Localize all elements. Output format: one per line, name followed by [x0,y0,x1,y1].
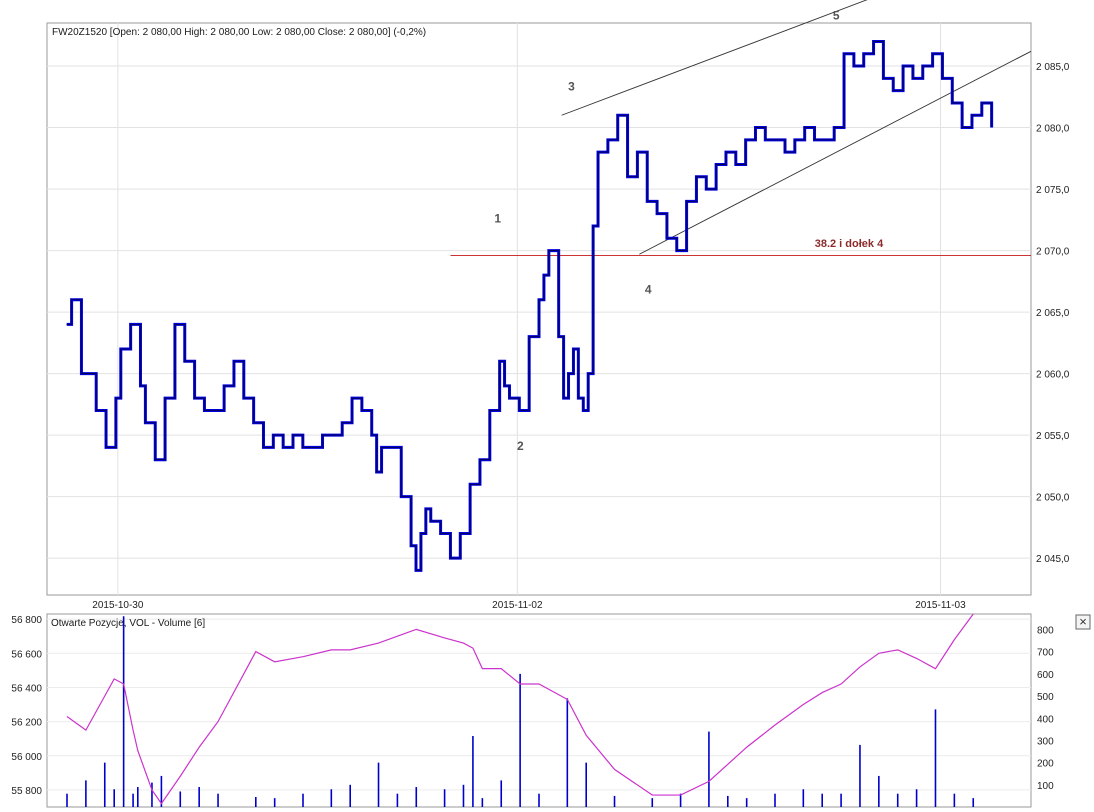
price-y-tick: 2 055,0 [1036,431,1070,442]
price-guides [450,0,1032,256]
volume-axis-tick: 600 [1037,670,1054,681]
oi-axis-tick: 56 400 [11,683,42,694]
volume-ticks: 55 800 56 000 56 200 56 400 56 600 56 800 100 2… [11,615,1054,797]
volume-axis-tick: 400 [1037,714,1054,725]
price-x-tick: 2015-11-03 [915,600,966,611]
close-icon: × [1079,614,1087,629]
price-y-tick: 2 060,0 [1036,370,1070,381]
trend-line [639,50,1032,255]
oi-axis-tick: 55 800 [11,786,42,797]
volume-axis-tick: 100 [1037,781,1054,792]
trend-line [561,0,868,116]
oi-axis-tick: 56 800 [11,615,42,626]
price-x-tick: 2015-11-02 [492,600,543,611]
price-line-outline [66,41,993,571]
wave-label: 1 [494,211,501,225]
price-x-tick: 2015-10-30 [92,600,144,611]
price-y-tick: 2 085,0 [1036,62,1070,73]
price-series [66,39,994,572]
price-y-tick: 2 065,0 [1036,308,1070,319]
instrument-info: FW20Z1520 [Open: 2 080,00 High: 2 080,00… [52,27,426,38]
price-annotations: 1 2 3 4 5 38.2 i dołek 4 [494,8,884,453]
wave-label: 2 [517,439,524,453]
price-y-tick: 2 070,0 [1036,247,1070,258]
volume-series [66,613,975,807]
volume-axis-tick: 200 [1037,759,1054,770]
volume-axis-tick: 300 [1037,736,1054,747]
wave-label: 4 [645,283,652,297]
price-y-tick: 2 045,0 [1036,554,1070,565]
volume-axis-tick: 500 [1037,692,1054,703]
oi-axis-tick: 56 200 [11,718,42,729]
oi-axis-tick: 56 000 [11,752,42,763]
price-ticks: 2 045,0 2 050,0 2 055,0 2 060,0 2 065,0 2 070… [92,62,1070,611]
price-y-tick: 2 050,0 [1036,493,1070,504]
volume-panel-title: Otwarte Pozycje, VOL - Volume [6] [51,618,205,629]
volume-axis-tick: 700 [1037,648,1054,659]
wave-label: 5 [833,8,840,22]
price-y-tick: 2 080,0 [1036,124,1070,135]
volume-axis-tick: 800 [1037,626,1054,637]
close-panel-button[interactable]: × [1075,614,1091,630]
oi-axis-tick: 56 600 [11,649,42,660]
volume-grid [47,618,1031,791]
open-interest-line [66,613,974,805]
price-y-tick: 2 075,0 [1036,185,1070,196]
volume-chart-panel [46,613,1032,808]
wave-label: 3 [568,80,575,94]
price-grid [47,23,1031,595]
fibonacci-annotation: 38.2 i dołek 4 [815,238,884,250]
